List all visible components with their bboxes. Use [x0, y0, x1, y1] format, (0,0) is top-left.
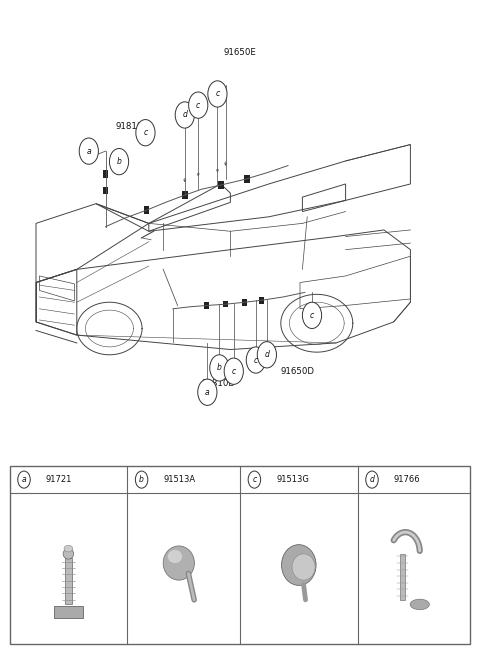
Circle shape — [210, 355, 229, 381]
Circle shape — [302, 302, 322, 328]
Text: c: c — [252, 475, 256, 484]
Text: a: a — [22, 475, 26, 484]
Text: d: d — [264, 350, 269, 359]
Text: 91650D: 91650D — [281, 367, 314, 376]
Ellipse shape — [168, 550, 182, 563]
Circle shape — [198, 379, 217, 405]
Ellipse shape — [163, 546, 194, 580]
Bar — [54, 606, 83, 618]
Text: d: d — [370, 475, 374, 484]
Text: 91810D: 91810D — [202, 378, 236, 388]
Text: c: c — [196, 101, 200, 110]
Ellipse shape — [292, 554, 315, 580]
Bar — [144, 206, 149, 214]
Ellipse shape — [410, 599, 430, 610]
Bar — [218, 181, 224, 189]
Bar — [182, 191, 188, 199]
Text: c: c — [232, 367, 236, 376]
Circle shape — [109, 148, 129, 175]
Text: c: c — [254, 355, 258, 365]
Text: c: c — [216, 89, 219, 99]
Bar — [259, 297, 264, 304]
Text: c: c — [310, 311, 314, 320]
Circle shape — [257, 342, 276, 368]
Text: 91766: 91766 — [394, 475, 420, 484]
Ellipse shape — [281, 545, 316, 585]
Bar — [103, 170, 108, 177]
Ellipse shape — [63, 549, 74, 559]
Text: 91721: 91721 — [46, 475, 72, 484]
Circle shape — [224, 358, 243, 384]
Ellipse shape — [64, 545, 73, 552]
Bar — [399, 554, 405, 600]
Bar — [103, 187, 108, 194]
Text: 91513A: 91513A — [163, 475, 195, 484]
Text: b: b — [139, 475, 144, 484]
Text: a: a — [86, 147, 91, 156]
Circle shape — [208, 81, 227, 107]
Circle shape — [79, 138, 98, 164]
Circle shape — [246, 347, 265, 373]
Bar — [244, 175, 250, 183]
Bar — [65, 558, 72, 604]
Text: a: a — [205, 388, 210, 397]
Text: b: b — [117, 157, 121, 166]
Bar — [204, 302, 209, 309]
Text: 91810E: 91810E — [116, 122, 148, 131]
Circle shape — [175, 102, 194, 128]
Circle shape — [136, 120, 155, 146]
Circle shape — [189, 92, 208, 118]
Text: d: d — [182, 110, 187, 120]
Bar — [242, 299, 247, 306]
Bar — [223, 301, 228, 307]
Text: c: c — [144, 128, 147, 137]
Bar — [10, 466, 470, 644]
Text: b: b — [217, 363, 222, 373]
Text: 91650E: 91650E — [224, 48, 256, 57]
Text: 91513G: 91513G — [276, 475, 309, 484]
